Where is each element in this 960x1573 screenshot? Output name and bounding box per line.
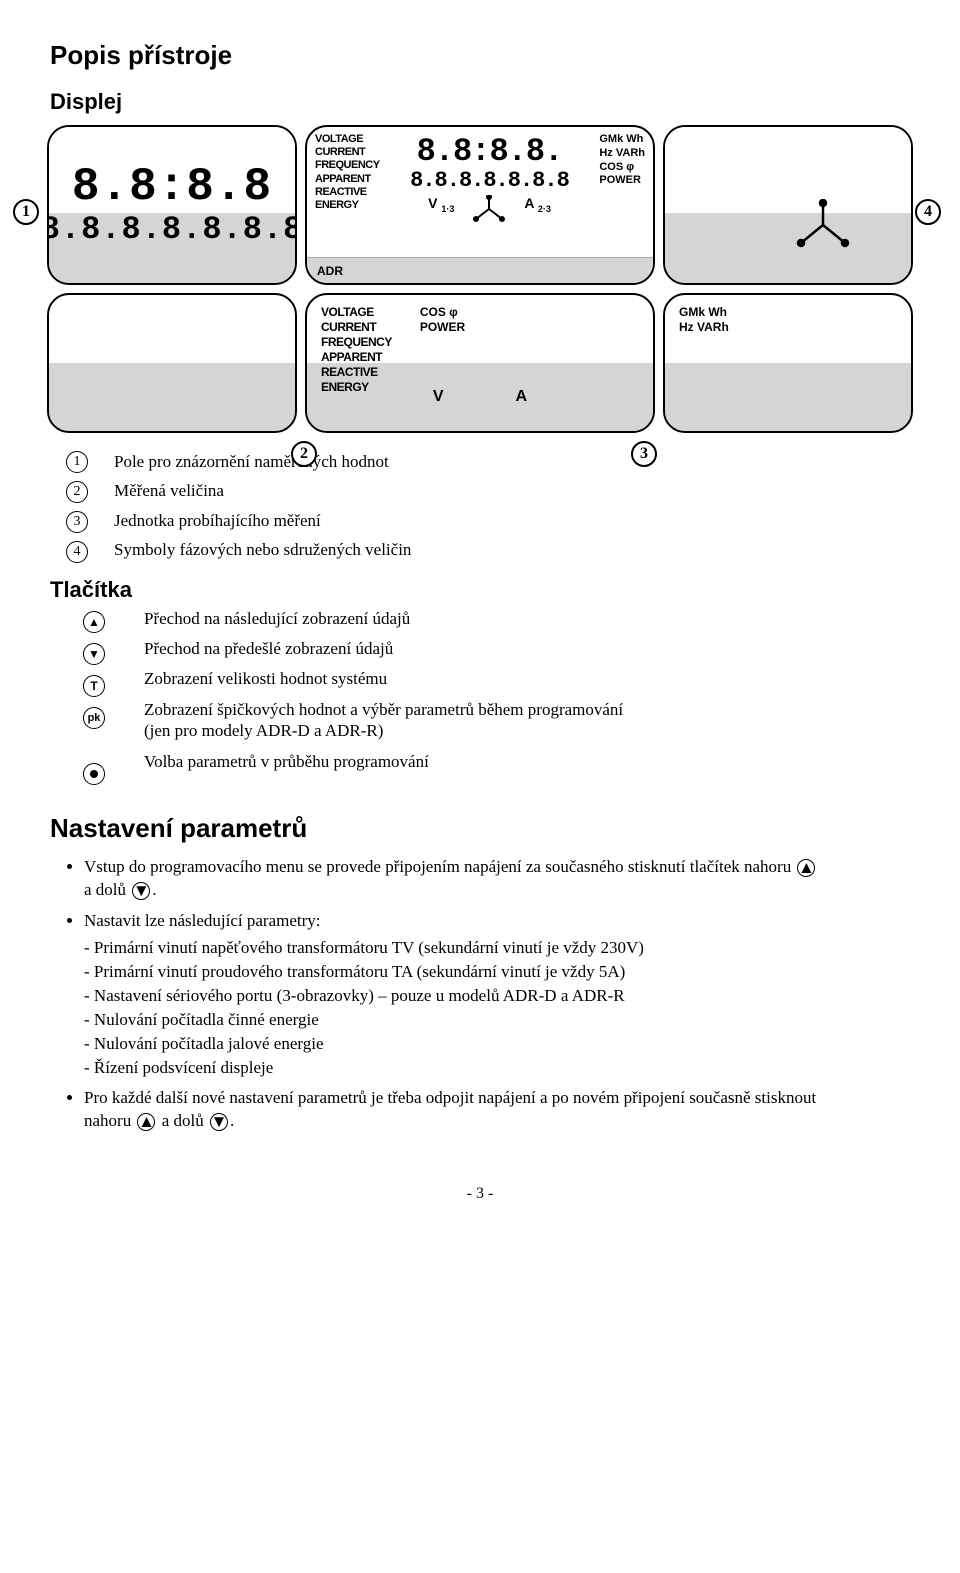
- param-sub-6: Řízení podsvícení displeje: [84, 1057, 910, 1080]
- legend-text-3: Jednotka probíhajícího měření: [114, 510, 411, 531]
- parameters-list: Vstup do programovacího menu se provede …: [50, 856, 910, 1133]
- lcd-seg-2: 8.8.8.8.8.8.8: [410, 168, 569, 193]
- up-icon: ▲: [83, 611, 105, 633]
- param-sub-2: Primární vinutí proudového transformátor…: [84, 961, 910, 984]
- sub-heading-tlacitka: Tlačítka: [50, 577, 910, 603]
- seg-left-bot: 8.8.8.8.8.8.8: [47, 214, 297, 246]
- legend-key-1: 1: [66, 451, 88, 473]
- sub-heading-displej: Displej: [50, 89, 910, 115]
- phase-star-large-icon: [795, 199, 851, 251]
- btn-text-t: Zobrazení velikosti hodnot systému: [144, 669, 623, 689]
- section-title-2: Nastavení parametrů: [50, 813, 910, 844]
- pk-icon: pk: [83, 707, 105, 729]
- lcd-right-labels: GMk Wh Hz VARh COS φ POWER: [599, 133, 645, 257]
- callout-4: 4: [915, 199, 941, 225]
- seg-left-top: 8.8:8.8: [72, 164, 272, 210]
- inline-up-icon: ▲: [797, 859, 815, 877]
- panel-left-readout: 8.8:8.8 8.8.8.8.8.8.8: [47, 125, 297, 285]
- lcd-unit-v: V 1·3: [428, 195, 454, 223]
- inline-up-icon-2: ▲: [137, 1113, 155, 1131]
- panel-main-lcd: VOLTAGE CURRENT FREQUENCY APPARENT REACT…: [305, 125, 655, 285]
- legend-a: A: [516, 388, 528, 406]
- section-title-1: Popis přístroje: [50, 40, 910, 71]
- legend-col-2: COS φ POWER: [420, 305, 465, 353]
- button-legend-block: ▲ ▼ T pk Přechod na následující zobrazen…: [66, 609, 910, 785]
- dot-icon: [83, 763, 105, 785]
- lcd-adr-row: ADR: [307, 257, 653, 283]
- legend-key-3: 3: [66, 511, 88, 533]
- legend-key-2: 2: [66, 481, 88, 503]
- legend-text-1: Pole pro znázornění naměřených hodnot: [114, 451, 411, 472]
- panel-bottom-legend: VOLTAGE CURRENT FREQUENCY APPARENT REACT…: [305, 293, 655, 433]
- lcd-left-labels: VOLTAGE CURRENT FREQUENCY APPARENT REACT…: [315, 133, 380, 257]
- inline-down-icon-2: ▼: [210, 1113, 228, 1131]
- param-sub-1: Primární vinutí napěťového transformátor…: [84, 937, 910, 960]
- page-footer: - 3 -: [50, 1185, 910, 1203]
- inline-down-icon: ▼: [132, 882, 150, 900]
- t-icon: T: [83, 675, 105, 697]
- panel-bottom-left-blank: [47, 293, 297, 433]
- legend-v: V: [433, 388, 444, 406]
- btn-text-pk: Zobrazení špičkových hodnot a výběr para…: [144, 699, 623, 742]
- legend-text-2: Měřená veličina: [114, 480, 411, 501]
- legend-numbers-block: 1 2 3 4 Pole pro znázornění naměřených h…: [66, 451, 910, 563]
- btn-text-dot: Volba parametrů v průběhu programování: [144, 752, 623, 772]
- down-icon: ▼: [83, 643, 105, 665]
- param-sublist: Primární vinutí napěťového transformátor…: [84, 937, 910, 1080]
- phase-star-icon: [472, 195, 506, 223]
- param-bullet-1: Vstup do programovacího menu se provede …: [84, 856, 910, 902]
- callout-1: 1: [13, 199, 39, 225]
- legend-col-3: GMk Wh Hz VARh: [665, 295, 911, 363]
- param-sub-4: Nulování počítadla činné energie: [84, 1009, 910, 1032]
- panel-right-phase: [663, 125, 913, 285]
- legend-col-1: VOLTAGE CURRENT FREQUENCY APPARENT REACT…: [321, 305, 392, 353]
- lcd-seg-1: 8.8:8.8.: [417, 133, 563, 170]
- panel-bottom-right: GMk Wh Hz VARh: [663, 293, 913, 433]
- param-bullet-3: Pro každé další nové nastavení parametrů…: [84, 1087, 910, 1133]
- param-bullet-2: Nastavit lze následující parametry: Prim…: [84, 910, 910, 1080]
- lcd-unit-a: A 2·3: [524, 195, 551, 223]
- btn-text-down: Přechod na předešlé zobrazení údajů: [144, 639, 623, 659]
- legend-text-4: Symboly fázových nebo sdružených veličin: [114, 539, 411, 560]
- legend-key-4: 4: [66, 541, 88, 563]
- param-sub-5: Nulování počítadla jalové energie: [84, 1033, 910, 1056]
- btn-text-up: Přechod na následující zobrazení údajů: [144, 609, 623, 629]
- device-diagram: 1 2 3 4 8.8:8.8 8.8.8.8.8.8.8 VOLTAGE CU…: [50, 125, 910, 433]
- param-sub-3: Nastavení sériového portu (3-obrazovky) …: [84, 985, 910, 1008]
